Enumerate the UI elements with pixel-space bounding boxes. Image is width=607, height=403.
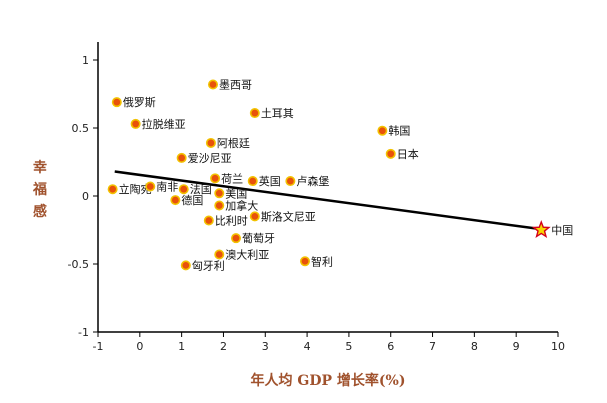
data-point (205, 137, 216, 148)
data-point (214, 249, 225, 260)
data-point (180, 260, 191, 271)
data-point-label: 法国 (190, 182, 212, 196)
data-point-label: 日本 (397, 147, 419, 161)
data-point (107, 184, 118, 195)
x-tick-label: 10 (551, 340, 565, 353)
axes (97, 42, 558, 333)
data-point-label: 爱沙尼亚 (188, 152, 232, 165)
data-point-label: 德国 (181, 193, 203, 207)
x-tick-label: 4 (304, 340, 311, 353)
data-point (170, 195, 181, 206)
ticks: -1 0 1 2 3 4 5 6 7 8 9 10 -1 -0.5 0 0.5 1 (68, 54, 565, 353)
x-tick-label: 9 (513, 340, 520, 353)
data-point (130, 118, 141, 129)
data-point (285, 176, 296, 187)
y-tick-label: 1 (82, 54, 89, 67)
x-axis-title: 年人均 GDP 增长率(%) (251, 372, 406, 389)
data-point (231, 233, 242, 244)
highlight-star-icon (531, 220, 551, 239)
x-tick-label: 5 (345, 340, 352, 353)
data-point-label: 立陶宛 (119, 182, 152, 196)
data-point-label: 加拿大 (225, 199, 258, 213)
data-point-label: 韩国 (388, 124, 410, 138)
data-point (214, 200, 225, 211)
data-point-label: 智利 (311, 254, 333, 268)
data-point-label: 澳大利亚 (225, 247, 269, 261)
x-tick-label: 3 (262, 340, 269, 353)
x-tick-label: 7 (429, 340, 436, 353)
data-point (247, 176, 258, 187)
x-tick-label: 6 (387, 340, 394, 353)
data-point-label: 斯洛文尼亚 (261, 209, 316, 223)
data-point-label: 墨西哥 (219, 78, 252, 91)
trend-line-group (114, 170, 538, 230)
data-point (385, 148, 396, 159)
data-point (299, 256, 310, 267)
data-point-label: 拉脱维亚 (142, 117, 186, 131)
y-tick-label: 0 (82, 190, 89, 203)
data-point (377, 125, 388, 136)
y-tick-label: -1 (78, 326, 89, 339)
data-point (176, 152, 187, 163)
x-tick-label: 2 (220, 340, 227, 353)
y-tick-label: -0.5 (68, 258, 89, 271)
data-point (203, 215, 214, 226)
data-point-label: 阿根廷 (217, 136, 250, 150)
data-point (249, 108, 260, 119)
x-tick-label: 1 (178, 340, 185, 353)
data-point-label: 英国 (259, 174, 281, 188)
trend-line (114, 170, 538, 230)
data-point (214, 188, 225, 199)
x-tick-label: 0 (136, 340, 143, 353)
data-point-label: 南非 (156, 180, 178, 193)
data-point (111, 97, 122, 108)
data-point (210, 173, 221, 184)
data-point (208, 79, 219, 90)
data-point (249, 211, 260, 222)
data-point-label: 匈牙利 (192, 258, 225, 272)
data-point (145, 181, 156, 192)
y-tick-label: 0.5 (72, 122, 90, 135)
data-point (178, 184, 189, 195)
y-axis-title: 幸福感 (32, 159, 47, 220)
x-tick-label: 8 (471, 340, 478, 353)
data-point-label: 卢森堡 (296, 174, 329, 188)
data-point-label: 俄罗斯 (123, 96, 156, 109)
data-point-label: 荷兰 (221, 172, 243, 185)
data-point-label: 比利时 (215, 214, 248, 227)
x-tick-label: -1 (93, 340, 104, 353)
data-point-label: 土耳其 (261, 107, 294, 120)
data-point-label: 美国 (225, 187, 247, 200)
data-point-label: 葡萄牙 (242, 232, 275, 245)
highlight-point-label: 中国 (551, 224, 573, 237)
